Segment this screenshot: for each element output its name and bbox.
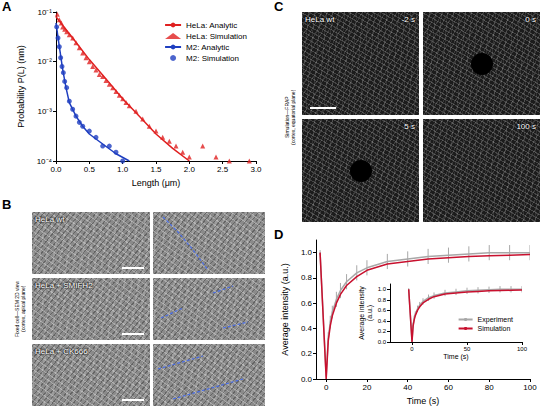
svg-text:10⁻²: 10⁻² bbox=[37, 57, 52, 66]
svg-text:HeLa: Simulation: HeLa: Simulation bbox=[186, 32, 247, 41]
svg-text:HeLa: Analytic: HeLa: Analytic bbox=[186, 21, 237, 30]
svg-text:0.0: 0.0 bbox=[301, 375, 313, 384]
svg-text:10⁻³: 10⁻³ bbox=[37, 107, 52, 116]
html-text:5 s: 5 s bbox=[404, 122, 415, 131]
svg-text:100: 100 bbox=[523, 383, 537, 392]
svg-text:40: 40 bbox=[403, 383, 412, 392]
svg-text:Length (μm): Length (μm) bbox=[132, 178, 181, 188]
svg-text:10⁻¹: 10⁻¹ bbox=[37, 8, 52, 17]
svg-text:M2: Analytic: M2: Analytic bbox=[186, 43, 229, 52]
svg-text:1.0: 1.0 bbox=[378, 286, 387, 292]
svg-text:0.4: 0.4 bbox=[378, 318, 387, 324]
html-text:0 s: 0 s bbox=[525, 15, 536, 24]
svg-text:0.0: 0.0 bbox=[50, 165, 62, 174]
html-text:D: D bbox=[274, 227, 284, 242]
html-text:B: B bbox=[2, 197, 12, 212]
svg-text:0: 0 bbox=[324, 383, 329, 392]
svg-text:1.0: 1.0 bbox=[301, 248, 313, 257]
svg-text:0.6: 0.6 bbox=[378, 307, 387, 313]
svg-text:0: 0 bbox=[410, 346, 414, 352]
svg-text:10⁻⁴: 10⁻⁴ bbox=[36, 156, 52, 166]
svg-text:Average intensity (a.u.): Average intensity (a.u.) bbox=[280, 263, 290, 355]
svg-text:80: 80 bbox=[485, 383, 494, 392]
svg-text:2.0: 2.0 bbox=[184, 165, 196, 174]
svg-text:100: 100 bbox=[517, 346, 528, 352]
svg-text:Simulation: Simulation bbox=[478, 325, 511, 332]
svg-text:(a.u.): (a.u.) bbox=[366, 305, 374, 321]
html-text:HeLa + CK666: HeLa + CK666 bbox=[35, 347, 88, 356]
html-text:(cortex, equatorial plane): (cortex, equatorial plane) bbox=[290, 89, 296, 145]
svg-text:0.6: 0.6 bbox=[301, 299, 313, 308]
svg-text:0.8: 0.8 bbox=[301, 273, 313, 282]
svg-text:3.0: 3.0 bbox=[250, 165, 262, 174]
svg-text:Time (s): Time (s) bbox=[443, 353, 468, 361]
svg-text:60: 60 bbox=[444, 383, 453, 392]
html-text:C: C bbox=[274, 0, 284, 14]
svg-text:0.0: 0.0 bbox=[378, 339, 387, 345]
svg-text:M2: Simulation: M2: Simulation bbox=[186, 54, 239, 63]
html-text:HeLa wt: HeLa wt bbox=[305, 15, 335, 24]
svg-text:Experiment: Experiment bbox=[478, 316, 513, 324]
svg-text:0.8: 0.8 bbox=[378, 297, 387, 303]
svg-text:50: 50 bbox=[464, 346, 471, 352]
html-text:Fixed cell—SEM 2D view: Fixed cell—SEM 2D view bbox=[14, 280, 20, 338]
html-text:HeLa + SMIFH2: HeLa + SMIFH2 bbox=[35, 281, 93, 290]
html-text:(cortex, apical plane): (cortex, apical plane) bbox=[20, 285, 26, 333]
svg-text:Average intensity: Average intensity bbox=[358, 286, 366, 340]
svg-text:2.5: 2.5 bbox=[217, 165, 229, 174]
html-text:Simulation—FRAP: Simulation—FRAP bbox=[284, 96, 290, 138]
svg-text:0.2: 0.2 bbox=[378, 328, 387, 334]
svg-text:1.0: 1.0 bbox=[117, 165, 129, 174]
html-text:-2 s: -2 s bbox=[401, 15, 415, 24]
html-text:HeLa wt: HeLa wt bbox=[35, 215, 65, 224]
html-text:100 s: 100 s bbox=[516, 122, 536, 131]
svg-text:20: 20 bbox=[362, 383, 371, 392]
html-text:A: A bbox=[2, 0, 12, 14]
svg-text:Probability P(L) (nm): Probability P(L) (nm) bbox=[16, 45, 26, 128]
svg-text:0.2: 0.2 bbox=[301, 349, 313, 358]
svg-text:0.5: 0.5 bbox=[84, 165, 96, 174]
svg-text:1.5: 1.5 bbox=[150, 165, 162, 174]
svg-text:0.4: 0.4 bbox=[301, 324, 313, 333]
svg-text:Time (s): Time (s) bbox=[407, 396, 440, 406]
